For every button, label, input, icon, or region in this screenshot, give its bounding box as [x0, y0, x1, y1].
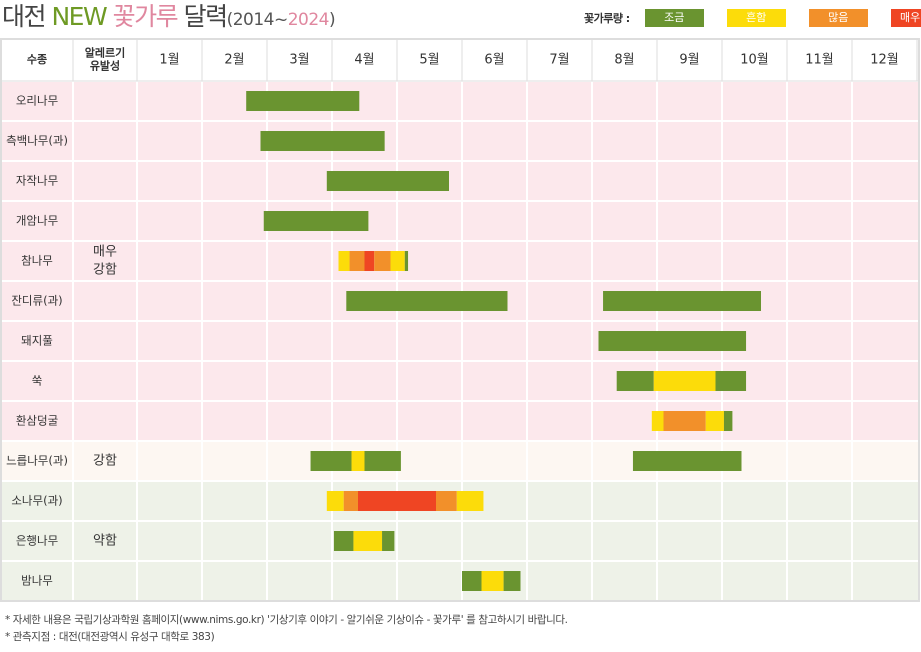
note-source: * 자세한 내용은 국립기상과학원 홈페이지(www.nims.go.kr) '… [5, 614, 568, 626]
title-new: NEW [51, 2, 113, 31]
group-label-weak: 약함 [93, 534, 117, 549]
legend-item-common: 흔함 [726, 9, 786, 27]
species-label: 측백나무(과) [6, 134, 68, 148]
pollen-bar-common [456, 491, 484, 511]
header-species: 수종 [27, 53, 47, 66]
header-allergy: 유발성 [90, 59, 120, 73]
group-label-strong_very: 강함 [93, 263, 117, 278]
title-pollen: 꽃가루 [112, 2, 179, 31]
legend-item-many: 많음 [808, 9, 868, 27]
pollen-bar-very-many [364, 251, 375, 271]
title-years-start: (2014~ [226, 10, 289, 30]
pollen-bar-low [723, 411, 733, 431]
pollen-bar-many [436, 491, 457, 511]
species-label: 개암나무 [16, 214, 58, 228]
species-label: 참나무 [21, 254, 53, 268]
title-years-end: 2024 [287, 10, 330, 30]
species-label: 오리나무 [16, 94, 58, 108]
legend: 꽃가루량 : 조금 흔함 많음 매우많음 [584, 9, 921, 27]
pollen-bar-common [653, 371, 716, 391]
pollen-bar-many [343, 491, 358, 511]
month-label: 2월 [224, 53, 244, 68]
month-label: 12월 [870, 53, 899, 68]
species-label: 돼지풀 [21, 334, 53, 348]
month-label: 4월 [354, 53, 374, 68]
month-label: 7월 [549, 53, 569, 68]
group-background-strong [1, 441, 919, 481]
month-label: 6월 [484, 53, 504, 68]
month-label: 5월 [419, 53, 439, 68]
month-label: 1월 [159, 53, 179, 68]
pollen-bar-low [246, 91, 360, 111]
month-label: 10월 [740, 53, 769, 68]
title-years-close: ) [329, 10, 336, 30]
note-station: * 관측지점 : 대전(대전광역시 유성구 대학로 383) [5, 631, 215, 643]
legend-label: 꽃가루량 : [584, 12, 630, 25]
pollen-bar-common [390, 251, 405, 271]
species-label: 잔디류(과) [11, 294, 62, 308]
month-label: 3월 [289, 53, 309, 68]
species-label: 은행나무 [16, 534, 58, 548]
species-label: 밤나무 [21, 574, 53, 588]
pollen-bar-low [616, 371, 654, 391]
month-label: 9월 [679, 53, 699, 68]
header-row [1, 39, 919, 81]
species-label: 쑥 [32, 374, 43, 388]
pollen-bar-low [404, 251, 409, 271]
pollen-bar-low [715, 371, 747, 391]
pollen-bar-low [326, 171, 449, 191]
title-city: 대전 [2, 2, 52, 31]
pollen-bar-low [263, 211, 369, 231]
species-label: 소나무(과) [11, 494, 62, 508]
pollen-bar-very-many [358, 491, 436, 511]
pollen-bar-low [603, 291, 761, 311]
pollen-bar-low [364, 451, 401, 471]
pollen-bar-low [333, 531, 354, 551]
species-label: 느릅나무(과) [6, 454, 68, 468]
pollen-bar-low [346, 291, 508, 311]
pollen-bar-many [663, 411, 706, 431]
pollen-bar-low [462, 571, 482, 591]
pollen-bar-common [481, 571, 504, 591]
pollen-bar-low [598, 331, 747, 351]
page-title: 대전 NEW 꽃가루 달력(2014~2024) [2, 2, 336, 35]
group-background-strong_very [1, 81, 919, 441]
pollen-bar-low [632, 451, 742, 471]
table-frame [0, 38, 920, 602]
group-label-strong: 강함 [93, 454, 117, 469]
title-calendar: 달력 [177, 2, 229, 31]
pollen-bar-common [338, 251, 350, 271]
pollen-bar-common [326, 491, 344, 511]
pollen-bar-low [310, 451, 352, 471]
pollen-bar-common [705, 411, 724, 431]
pollen-bar-many [374, 251, 391, 271]
month-label: 11월 [805, 53, 834, 68]
month-label: 8월 [614, 53, 634, 68]
pollen-bar-common [651, 411, 664, 431]
pollen-bar-common [353, 531, 383, 551]
pollen-bar-low [503, 571, 521, 591]
header-allergy: 알레르기 [85, 46, 125, 60]
legend-item-very-many: 매우많음 [890, 9, 921, 27]
group-label-strong_very: 매우 [93, 245, 117, 260]
species-label: 환삼덩굴 [16, 414, 58, 428]
species-label: 자작나무 [16, 174, 58, 188]
title-years: (2014~2024) [227, 10, 336, 30]
legend-item-low: 조금 [644, 9, 704, 27]
pollen-bar-low [260, 131, 385, 151]
pollen-bar-common [351, 451, 365, 471]
pollen-bar-many [349, 251, 365, 271]
pollen-bar-low [382, 531, 395, 551]
